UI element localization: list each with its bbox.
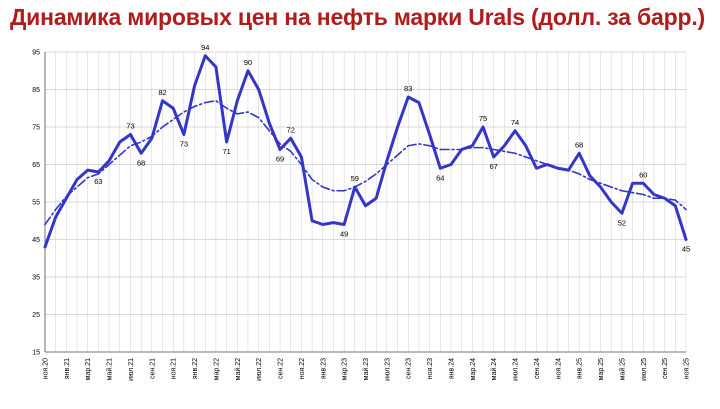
data-label: 49 (340, 230, 348, 239)
data-label: 90 (244, 58, 252, 67)
x-tick-label: мар.21 (85, 358, 92, 380)
x-tick-label: янв.21 (64, 358, 71, 379)
data-label: 72 (287, 125, 295, 134)
data-label: 64 (436, 173, 444, 182)
y-tick-label: 25 (32, 312, 40, 319)
x-tick-label: мар.24 (470, 358, 477, 380)
data-label: 60 (639, 170, 647, 179)
data-label: 63 (94, 177, 102, 186)
x-tick-label: сен.21 (149, 358, 156, 379)
x-tick-label: май.21 (106, 358, 114, 380)
y-tick-label: 45 (32, 237, 40, 244)
x-tick-label: май.24 (490, 358, 498, 380)
series-layer (43, 54, 688, 249)
data-label: 59 (351, 174, 359, 183)
series-line-actual (43, 54, 688, 249)
axis-layer: 15 25 35 45 55 65 75 85 95 ноя.20 янв.21 мар.21 май.… (32, 50, 690, 381)
x-tick-label: ноя.22 (299, 358, 306, 379)
data-label: 82 (158, 88, 166, 97)
grid-layer (44, 51, 687, 353)
x-tick-label: июл.23 (384, 358, 391, 381)
x-tick-label: мар.23 (342, 358, 349, 380)
x-tick-label: ноя.21 (171, 358, 178, 379)
x-tick-label: сен.23 (406, 358, 413, 379)
x-tick-label: сен.24 (534, 358, 541, 379)
data-label: 73 (180, 140, 188, 149)
x-tick-label: ноя.25 (684, 358, 691, 379)
data-label: 94 (201, 43, 209, 52)
x-tick-label: июл.22 (256, 358, 263, 381)
y-tick-label: 95 (32, 50, 40, 57)
data-label: 52 (618, 218, 626, 227)
y-tick-label: 65 (32, 162, 40, 169)
x-tick-label: ноя.20 (43, 358, 50, 379)
x-tick-label: мар.25 (598, 358, 605, 380)
x-tick-label: сен.25 (662, 358, 669, 379)
data-label: 73 (126, 122, 134, 131)
y-tick-label: 35 (32, 275, 40, 282)
series-line-trend (44, 99, 687, 226)
x-tick-label: янв.22 (192, 358, 199, 379)
x-tick-label: янв.25 (577, 358, 584, 379)
y-tick-label: 75 (32, 125, 40, 132)
x-tick-label: июл.24 (513, 358, 520, 381)
data-label: 75 (479, 114, 487, 123)
x-tick-label: июл.25 (641, 358, 648, 381)
data-label: 83 (404, 84, 412, 93)
data-label: 71 (222, 147, 230, 156)
x-tick-label: сен.22 (278, 358, 285, 379)
x-tick-label: ноя.23 (427, 358, 434, 379)
y-tick-label: 85 (32, 87, 40, 94)
x-tick-label: май.22 (234, 358, 242, 380)
data-label: 74 (511, 118, 519, 127)
data-label-layer: 63 73 68 82 73 94 71 90 69 72 49 59 83 64 75 67 74 68 52 60… (94, 43, 690, 254)
x-tick-label: янв.24 (448, 358, 455, 379)
data-label: 45 (682, 245, 690, 254)
x-tick-label: май.25 (618, 358, 626, 380)
data-label: 67 (490, 162, 498, 171)
x-tick-label: янв.23 (320, 358, 327, 379)
x-tick-label: май.23 (362, 358, 370, 380)
y-tick-label: 55 (32, 200, 40, 207)
x-tick-label: мар.22 (213, 358, 220, 380)
data-label: 68 (137, 158, 145, 167)
data-label: 68 (575, 140, 583, 149)
x-tick-label: июл.21 (128, 358, 135, 381)
chart-title: Динамика мировых цен на нефть марки Ural… (10, 4, 705, 30)
data-label: 69 (276, 155, 284, 164)
y-tick-label: 15 (32, 350, 40, 357)
x-tick-label: ноя.24 (555, 358, 562, 379)
